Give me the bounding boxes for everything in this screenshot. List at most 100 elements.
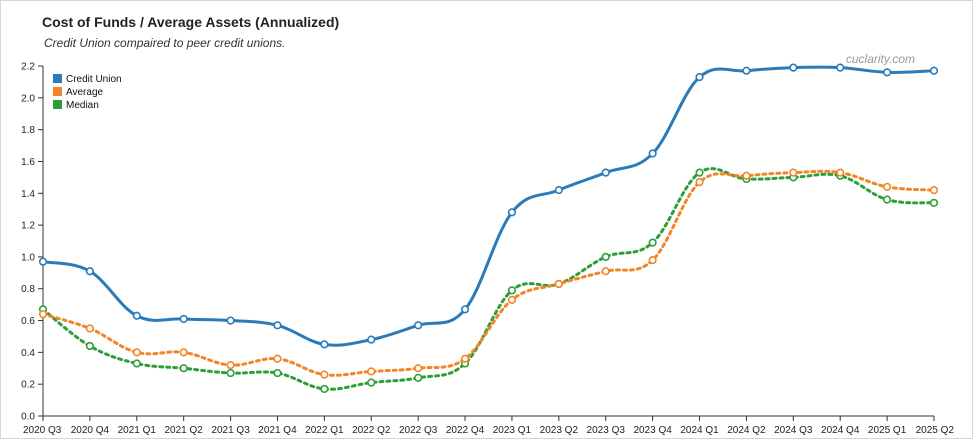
data-point-credit-union <box>367 335 376 344</box>
x-tick-label: 2023 Q3 <box>587 425 626 436</box>
y-tick-label: 0.4 <box>21 348 35 359</box>
data-point-average <box>742 171 751 180</box>
data-point-average <box>601 267 610 276</box>
chart-title: Cost of Funds / Average Assets (Annualiz… <box>42 14 340 30</box>
data-point-credit-union <box>85 267 94 276</box>
legend: Credit Union Average Median <box>53 74 122 111</box>
series-line-credit-union <box>41 65 936 347</box>
data-point-credit-union <box>179 314 188 324</box>
data-point-credit-union <box>883 68 892 77</box>
x-tick-label: 2023 Q2 <box>540 425 579 436</box>
x-tick-label: 2022 Q4 <box>446 425 485 436</box>
y-tick-label: 1.0 <box>21 252 35 263</box>
y-tick-label: 0.2 <box>21 380 35 391</box>
legend-swatch-credit-union <box>53 74 62 83</box>
data-point-average <box>273 354 282 363</box>
y-tick-label: 2.2 <box>21 62 35 73</box>
x-tick-label: 2025 Q2 <box>916 425 955 436</box>
x-tick-label: 2024 Q2 <box>727 425 766 436</box>
data-point-median <box>179 364 188 373</box>
data-point-average <box>929 185 939 195</box>
data-point-median <box>226 368 235 378</box>
data-point-median <box>85 341 94 351</box>
data-point-median <box>695 168 704 177</box>
series-average <box>38 168 939 379</box>
x-tick-label: 2022 Q2 <box>352 425 391 436</box>
data-point-credit-union <box>695 73 704 82</box>
data-point-average <box>367 367 376 376</box>
data-point-average <box>38 310 48 319</box>
y-tick-label: 0.0 <box>21 412 35 423</box>
data-point-average <box>648 255 657 265</box>
axes: 0.0 0.2 0.4 0.6 0.8 1.0 1.2 1.4 1.6 1.8 2.0 2.2 2020… <box>21 62 954 437</box>
y-tick-label: 0.8 <box>21 284 35 295</box>
data-point-credit-union <box>414 321 423 330</box>
legend-label-average: Average <box>66 87 104 98</box>
data-point-credit-union <box>648 149 657 158</box>
x-tick-label: 2021 Q2 <box>164 425 203 436</box>
y-tick-label: 1.2 <box>21 221 35 232</box>
data-point-median <box>648 238 657 247</box>
data-point-credit-union <box>38 257 48 266</box>
data-point-average <box>883 182 892 192</box>
x-tick-label: 2023 Q4 <box>633 425 672 436</box>
x-tick-label: 2024 Q3 <box>774 425 813 436</box>
data-point-average <box>179 348 188 357</box>
legend-label-median: Median <box>66 100 99 111</box>
x-tick-label: 2023 Q1 <box>493 425 532 436</box>
data-point-credit-union <box>742 66 751 75</box>
series-median <box>38 167 939 394</box>
data-point-credit-union <box>320 340 329 349</box>
x-tick-label: 2024 Q1 <box>680 425 719 436</box>
data-point-median <box>929 198 939 207</box>
data-point-median <box>601 252 610 262</box>
data-point-median <box>320 384 329 394</box>
data-point-average <box>507 295 517 304</box>
data-point-credit-union <box>507 208 517 217</box>
data-point-median <box>132 359 141 368</box>
series-line-average <box>41 169 936 377</box>
data-point-credit-union <box>554 185 563 195</box>
x-tick-label: 2020 Q3 <box>23 425 62 436</box>
y-tick-label: 1.6 <box>21 157 35 168</box>
x-tick-label: 2024 Q4 <box>821 425 860 436</box>
data-point-average <box>460 354 470 363</box>
data-point-average <box>132 348 141 357</box>
legend-swatch-median <box>53 100 62 109</box>
x-tick-label: 2022 Q3 <box>399 425 438 436</box>
x-tick-label: 2020 Q4 <box>71 425 110 436</box>
data-point-credit-union <box>789 63 798 72</box>
data-point-average <box>414 364 423 373</box>
data-point-median <box>883 195 892 204</box>
data-point-average <box>789 168 798 177</box>
y-tick-label: 2.0 <box>21 93 35 104</box>
data-point-credit-union <box>273 321 282 330</box>
y-tick-label: 0.6 <box>21 316 35 327</box>
x-tick-label: 2021 Q1 <box>118 425 157 436</box>
series-layer <box>38 63 939 394</box>
data-point-credit-union <box>836 63 845 72</box>
watermark: cuclarity.com <box>845 52 915 66</box>
legend-label-credit-union: Credit Union <box>66 74 122 85</box>
series-credit-union <box>38 63 939 349</box>
data-point-average <box>226 360 235 370</box>
data-point-credit-union <box>929 66 939 75</box>
data-point-median <box>507 286 517 295</box>
data-point-credit-union <box>132 311 141 320</box>
series-line-median <box>41 167 936 391</box>
chart-subtitle: Credit Union compaired to peer credit un… <box>44 36 286 50</box>
data-point-average <box>85 324 94 333</box>
data-point-median <box>273 368 282 378</box>
y-tick-label: 1.4 <box>21 189 35 200</box>
data-point-average <box>695 178 704 187</box>
x-tick-label: 2022 Q1 <box>305 425 344 436</box>
data-point-median <box>367 378 376 387</box>
data-point-credit-union <box>601 168 610 177</box>
legend-swatch-average <box>53 87 62 96</box>
x-tick-label: 2021 Q4 <box>258 425 297 436</box>
x-tick-label: 2025 Q1 <box>868 425 907 436</box>
data-point-average <box>320 370 329 379</box>
x-tick-label: 2021 Q3 <box>211 425 250 436</box>
y-tick-label: 1.8 <box>21 125 35 136</box>
data-point-average <box>554 279 563 289</box>
